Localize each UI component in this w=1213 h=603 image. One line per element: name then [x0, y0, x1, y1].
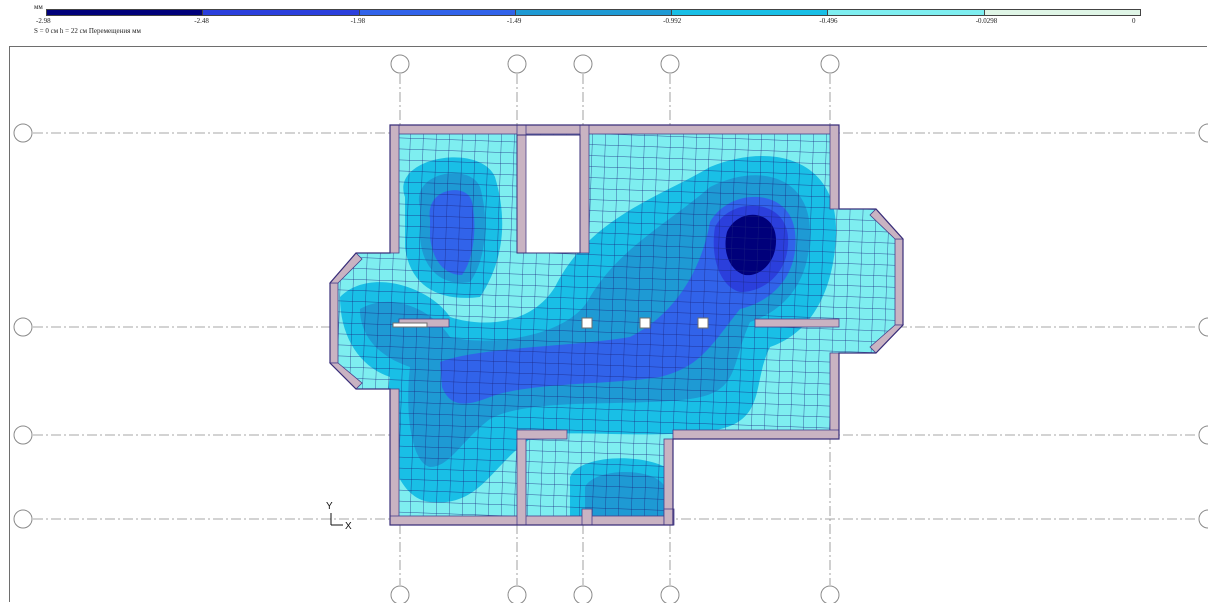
- grid-bubble: [13, 123, 33, 143]
- legend-swatch: [671, 9, 829, 16]
- grid-bubble: [13, 425, 33, 445]
- wall-segment: [389, 515, 674, 526]
- legend-tick-label: -1.49: [506, 17, 522, 25]
- legend-swatch: [983, 9, 1141, 16]
- grid-bubble: [390, 54, 410, 74]
- column-marker: [639, 317, 651, 329]
- legend-swatch: [358, 9, 516, 16]
- grid-bubble: [1198, 123, 1208, 143]
- legend-tick-label: -0.496: [819, 17, 838, 25]
- legend-tick-label: 0: [1132, 17, 1136, 25]
- grid-bubble: [820, 585, 840, 603]
- axis-indicator: Y X: [326, 501, 352, 532]
- wall-segment: [894, 238, 904, 326]
- wall-segment: [754, 318, 840, 328]
- grid-bubble: [1198, 317, 1208, 337]
- legend-swatch: [827, 9, 985, 16]
- legend-swatch: [202, 9, 360, 16]
- grid-bubble: [573, 54, 593, 74]
- wall-segment: [829, 352, 840, 440]
- wall-segment: [389, 124, 840, 135]
- drawing-area: Y X: [9, 46, 1208, 603]
- slab-opening: [517, 135, 580, 253]
- grid-bubble: [13, 509, 33, 529]
- grid-bubble: [390, 585, 410, 603]
- legend-tick-label: -0.0298: [975, 17, 998, 25]
- legend-tick-label: -2.98: [36, 17, 51, 25]
- legend-swatch: [514, 9, 673, 16]
- grid-bubble: [507, 54, 527, 74]
- grid-bubble: [660, 585, 680, 603]
- wall-segment: [516, 124, 527, 254]
- x-axis-label: X: [345, 521, 352, 532]
- wall-segment: [389, 388, 400, 526]
- y-axis-label: Y: [326, 501, 333, 512]
- wall-segment: [516, 429, 527, 526]
- grid-bubble: [573, 585, 593, 603]
- legend-swatch: [46, 9, 204, 16]
- legend-unit: мм: [34, 3, 43, 11]
- wall-segment: [329, 282, 339, 364]
- legend-tick-label: -2.48: [194, 17, 209, 25]
- wall-segment: [829, 124, 840, 210]
- legend-info: S = 0 см h = 22 см Перемещения мм: [34, 27, 141, 35]
- wall-segment: [581, 508, 593, 526]
- plate-displacement-plot: Y X: [13, 54, 1208, 603]
- grid-bubble: [13, 317, 33, 337]
- slot-marker: [392, 322, 428, 328]
- wall-segment: [579, 124, 590, 254]
- wall-segment: [672, 429, 840, 440]
- wall-segment: [516, 429, 568, 440]
- legend-tick-label: -1.98: [350, 17, 366, 25]
- wall-segment: [389, 124, 400, 254]
- grid-bubble: [1198, 509, 1208, 529]
- column-marker: [581, 317, 593, 329]
- slab-outline: [329, 124, 904, 526]
- color-legend: мм -2.98 -2.48 -1.98 -1.49 -0.992 -0.496 -0.02…: [0, 0, 1213, 40]
- legend-tick-label: -0.992: [663, 17, 682, 25]
- grid-bubble: [1198, 425, 1208, 445]
- column-markers: [392, 317, 709, 329]
- grid-bubble: [820, 54, 840, 74]
- grid-bubble: [507, 585, 527, 603]
- column-marker: [697, 317, 709, 329]
- grid-bubble: [660, 54, 680, 74]
- opening-outline: [516, 134, 581, 254]
